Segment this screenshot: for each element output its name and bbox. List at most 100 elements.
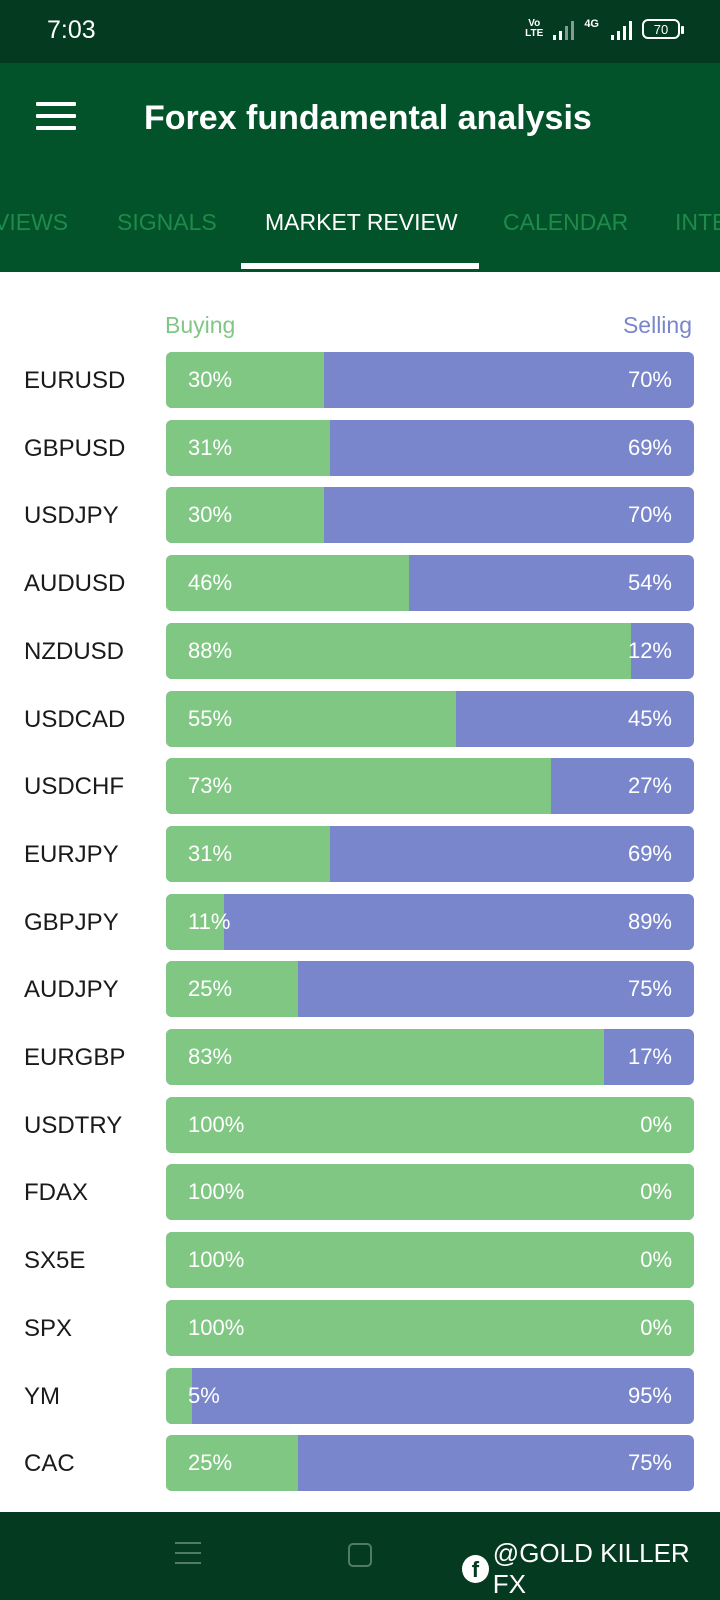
buying-percent: 100%	[188, 1314, 245, 1340]
sentiment-row: EURGBP 83% 17%	[0, 1029, 720, 1085]
buying-percent: 30%	[188, 502, 233, 528]
sentiment-bar[interactable]: 73% 27%	[166, 758, 694, 815]
sentiment-row: NZDUSD 88% 12%	[0, 622, 720, 679]
buying-percent: 11%	[188, 908, 231, 934]
sentiment-row: USDJPY 30% 70%	[0, 487, 720, 544]
pair-label: AUDJPY	[24, 976, 119, 1004]
sentiment-row: EURJPY 31% 69%	[0, 825, 720, 882]
sentiment-row: GBPUSD 31% 69%	[0, 419, 720, 476]
selling-percent: 17%	[627, 1044, 672, 1069]
watermark-text: @GOLD KILLER FX	[492, 1538, 690, 1599]
sentiment-row: USDCHF 73% 27%	[0, 758, 720, 815]
selling-header: Selling	[622, 312, 692, 338]
sentiment-row: FDAX 100% 0%	[0, 1164, 720, 1221]
tab-views[interactable]: VIEWS	[0, 209, 69, 235]
sentiment-bar[interactable]: 100% 0%	[166, 1299, 694, 1356]
pair-label: AUDUSD	[24, 570, 126, 598]
tab-calendar[interactable]: CALENDAR	[503, 209, 629, 235]
sentiment-row: SX5E 100% 0%	[0, 1232, 720, 1289]
buying-fill	[166, 961, 298, 1018]
buying-fill	[166, 758, 552, 815]
buying-fill	[166, 622, 631, 679]
volte-icon: Vo LTE	[525, 19, 543, 39]
pair-label: YM	[24, 1382, 60, 1410]
sentiment-bar[interactable]: 25% 75%	[166, 961, 694, 1018]
selling-percent: 75%	[627, 1450, 672, 1476]
status-bar: 7:03 Vo LTE 4G 70	[0, 0, 720, 63]
sentiment-bar[interactable]: 100% 0%	[166, 1164, 694, 1221]
tab-signals[interactable]: SIGNALS	[117, 209, 217, 235]
sentiment-row: GBPJPY 11% 89%	[0, 893, 720, 950]
pair-label: EURGBP	[24, 1044, 126, 1071]
selling-percent: 70%	[627, 367, 672, 392]
sentiment-bar[interactable]: 30% 70%	[166, 487, 694, 544]
buying-fill	[166, 1232, 694, 1289]
sentiment-bar[interactable]: 11% 89%	[166, 893, 694, 950]
buying-percent: 31%	[188, 434, 233, 460]
buying-fill	[166, 352, 325, 408]
sentiment-bar[interactable]: 5% 95%	[166, 1367, 694, 1424]
sentiment-bar[interactable]: 88% 12%	[166, 622, 694, 679]
sentiment-bar[interactable]: 31% 69%	[166, 825, 694, 882]
signal-icon-sim2	[611, 18, 632, 40]
buying-percent: 100%	[188, 1111, 245, 1137]
sentiment-bar[interactable]: 55% 45%	[166, 690, 694, 747]
buying-percent: 30%	[188, 367, 233, 392]
buying-fill	[166, 893, 225, 950]
selling-percent: 69%	[627, 840, 672, 866]
home-square-icon[interactable]	[348, 1543, 372, 1567]
buying-fill	[166, 1029, 605, 1085]
status-time: 7:03	[47, 16, 96, 44]
buying-percent: 73%	[188, 773, 233, 799]
buying-percent: 83%	[188, 1044, 233, 1069]
buying-fill	[166, 1096, 694, 1153]
buying-percent: 5%	[188, 1382, 220, 1408]
selling-percent: 0%	[640, 1247, 672, 1273]
pair-label: NZDUSD	[24, 637, 124, 665]
buying-percent: 25%	[188, 976, 233, 1002]
recent-apps-icon[interactable]	[175, 1542, 201, 1566]
sentiment-bar[interactable]: 31% 69%	[166, 419, 694, 476]
pair-label: USDTRY	[24, 1111, 123, 1139]
selling-percent: 12%	[627, 637, 672, 663]
signal-icon-sim1	[553, 18, 575, 40]
sentiment-bar[interactable]: 30% 70%	[166, 352, 694, 408]
sentiment-row: USDCAD 55% 45%	[0, 690, 720, 747]
sentiment-bar[interactable]: 100% 0%	[166, 1096, 694, 1153]
buying-fill	[166, 690, 457, 747]
pair-label: FDAX	[24, 1179, 89, 1207]
buying-percent: 46%	[188, 570, 233, 596]
buying-percent: 25%	[188, 1450, 233, 1476]
pair-label: EURUSD	[24, 367, 126, 394]
sentiment-bar[interactable]: 83% 17%	[166, 1029, 694, 1085]
buying-fill	[166, 1435, 298, 1492]
buying-percent: 100%	[188, 1179, 245, 1205]
pair-label: EURJPY	[24, 840, 119, 868]
sentiment-bar[interactable]: 100% 0%	[166, 1232, 694, 1289]
pair-label: GBPJPY	[24, 908, 119, 936]
selling-percent: 69%	[627, 434, 672, 460]
status-icons: Vo LTE 4G 70	[525, 18, 684, 40]
buying-header: Buying	[165, 312, 236, 338]
tab-market-review[interactable]: MARKET REVIEW	[265, 209, 458, 235]
selling-percent: 89%	[627, 908, 672, 934]
selling-percent: 75%	[627, 976, 672, 1002]
app-title: Forex fundamental analysis	[144, 99, 592, 137]
battery-icon: 70	[642, 19, 684, 39]
hamburger-menu-icon[interactable]	[36, 102, 76, 132]
buying-percent: 55%	[188, 705, 233, 731]
sentiment-row: EURUSD 30% 70%	[0, 352, 720, 408]
buying-fill	[166, 825, 330, 882]
system-nav-bar: f @GOLD KILLER FX	[0, 1512, 720, 1600]
buying-fill	[166, 419, 330, 476]
tab-bar: VIEWS SIGNALS MARKET REVIEW CALENDAR INT…	[0, 173, 720, 272]
sentiment-row: USDTRY 100% 0%	[0, 1096, 720, 1153]
sentiment-bar[interactable]: 46% 54%	[166, 555, 694, 612]
tab-interest[interactable]: INTE	[675, 209, 720, 235]
sentiment-bar[interactable]: 25% 75%	[166, 1435, 694, 1492]
selling-percent: 0%	[640, 1111, 672, 1137]
sentiment-row: AUDUSD 46% 54%	[0, 555, 720, 612]
active-tab-indicator	[241, 263, 479, 269]
pair-label: CAC	[24, 1450, 75, 1478]
battery-level: 70	[653, 21, 669, 37]
